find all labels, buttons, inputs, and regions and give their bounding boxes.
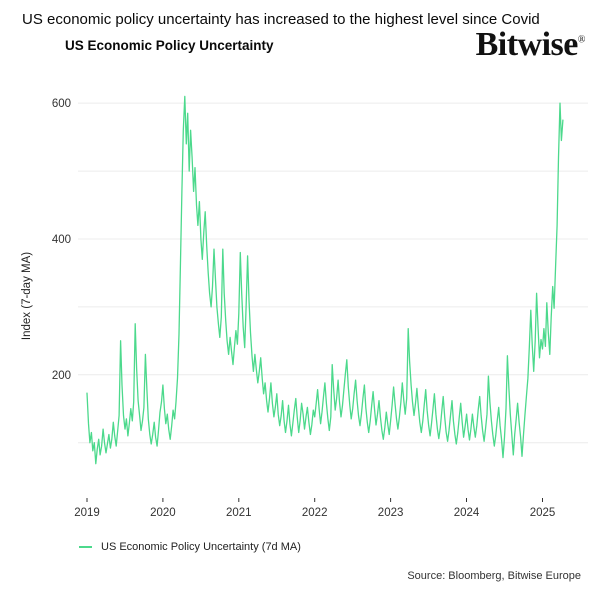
- y-tick-label-200: 200: [52, 370, 71, 382]
- legend-label: US Economic Policy Uncertainty (7d MA): [101, 541, 301, 553]
- bitwise-logo: Bitwise®: [475, 26, 586, 64]
- x-tick-label-2022: 2022: [302, 507, 328, 519]
- y-tick-label-400: 400: [52, 234, 71, 246]
- registered-trademark-icon: ®: [577, 34, 586, 46]
- y-axis-title: Index (7-day MA): [21, 252, 33, 340]
- uncertainty-line-series: [86, 95, 564, 465]
- page-title: US economic policy uncertainty has incre…: [22, 11, 540, 28]
- legend-line-swatch: [79, 546, 92, 548]
- x-tick-label-2024: 2024: [454, 507, 480, 519]
- x-tick-label-2023: 2023: [378, 507, 404, 519]
- chart-legend: US Economic Policy Uncertainty (7d MA): [79, 541, 301, 553]
- y-tick-label-600: 600: [52, 98, 71, 110]
- bitwise-logo-text: Bitwise: [475, 26, 579, 63]
- x-tick-label-2025: 2025: [530, 507, 556, 519]
- chart-title: US Economic Policy Uncertainty: [65, 38, 274, 53]
- x-tick-label-2021: 2021: [226, 507, 252, 519]
- source-attribution: Source: Bloomberg, Bitwise Europe: [407, 570, 581, 582]
- x-tick-label-2020: 2020: [150, 507, 176, 519]
- x-tick-label-2019: 2019: [74, 507, 100, 519]
